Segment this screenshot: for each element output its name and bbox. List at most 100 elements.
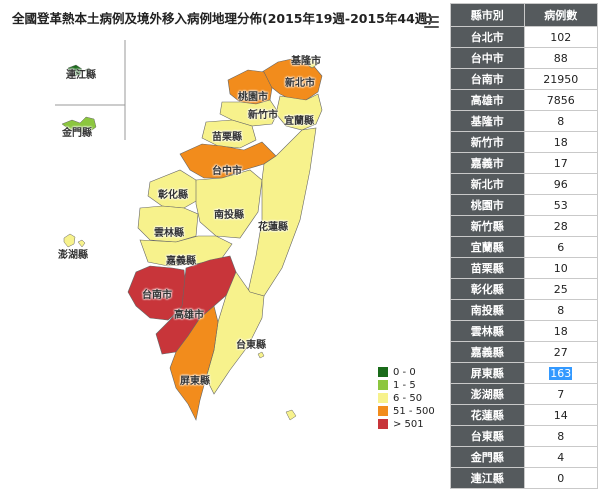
table-row: 台中市 88 — [450, 47, 598, 69]
taiwan-map: 連江縣 金門縣 基隆市 新北市 桃園市 新竹市 宜蘭縣 苗栗縣 台中市 彰化縣 … — [55, 40, 323, 421]
cases-cell: 8 — [523, 299, 598, 321]
label-yilan: 宜蘭縣 — [284, 116, 314, 127]
cases-cell: 4 — [523, 446, 598, 468]
cases-cell: 8 — [523, 110, 598, 132]
region-hsinchu[interactable] — [219, 99, 279, 127]
region-green-island[interactable] — [257, 351, 265, 359]
selected-value[interactable]: 163 — [549, 366, 573, 380]
label-penghu: 澎湖縣 — [58, 250, 88, 261]
cases-cell: 6 — [523, 236, 598, 258]
region-chiayi[interactable] — [139, 235, 233, 267]
cases-cell: 102 — [523, 26, 598, 48]
table-row: 花蓮縣 14 — [450, 404, 598, 426]
table-row: 嘉義縣 27 — [450, 341, 598, 363]
region-orchid-island[interactable] — [285, 409, 297, 421]
cases-cell: 7856 — [523, 89, 598, 111]
county-cell: 台北市 — [450, 26, 525, 48]
label-tainan: 台南市 — [142, 290, 172, 301]
region-new-taipei[interactable] — [261, 57, 323, 101]
label-changhua: 彰化縣 — [158, 190, 188, 201]
table-row: 台東縣 8 — [450, 425, 598, 447]
cases-cell: 27 — [523, 341, 598, 363]
cases-cell: 7 — [523, 383, 598, 405]
table-row: 連江縣 0 — [450, 467, 598, 489]
cases-cell: 96 — [523, 173, 598, 195]
menu-icon[interactable] — [424, 16, 439, 29]
label-miaoli: 苗栗縣 — [212, 132, 242, 143]
table-row: 嘉義市 17 — [450, 152, 598, 174]
region-yunlin[interactable] — [137, 205, 199, 243]
legend-item: 0 - 0 — [378, 366, 435, 378]
table-row: 台北市 102 — [450, 26, 598, 48]
region-changhua[interactable] — [147, 169, 199, 209]
label-new-taipei: 新北市 — [285, 78, 315, 89]
table-row: 雲林縣 18 — [450, 320, 598, 342]
county-cell: 高雄市 — [450, 89, 525, 111]
region-lienchiang[interactable] — [67, 64, 93, 77]
legend-item: > 501 — [378, 418, 435, 430]
county-cell: 彰化縣 — [450, 278, 525, 300]
county-cell: 金門縣 — [450, 446, 525, 468]
cases-cell: 28 — [523, 215, 598, 237]
label-taoyuan: 桃園市 — [238, 92, 268, 103]
table-row: 彰化縣 25 — [450, 278, 598, 300]
table-row: 南投縣 8 — [450, 299, 598, 321]
county-cell: 新竹縣 — [450, 215, 525, 237]
county-cell: 嘉義縣 — [450, 341, 525, 363]
table-row: 澎湖縣 7 — [450, 383, 598, 405]
region-nantou[interactable] — [195, 169, 263, 239]
cases-cell: 0 — [523, 467, 598, 489]
cases-cell: 8 — [523, 425, 598, 447]
region-pingtung[interactable] — [169, 305, 219, 421]
table-row: 新竹縣 28 — [450, 215, 598, 237]
cases-table: 縣市別 病例數 台北市 102 台中市 88 台南市 21950 高雄市 7856 基隆… — [450, 3, 598, 489]
table-row: 高雄市 7856 — [450, 89, 598, 111]
region-taitung[interactable] — [205, 271, 265, 395]
county-cell: 南投縣 — [450, 299, 525, 321]
county-cell: 花蓮縣 — [450, 404, 525, 426]
legend-swatch — [378, 367, 388, 377]
label-chiayi: 嘉義縣 — [166, 256, 196, 267]
label-hualien: 花蓮縣 — [258, 222, 288, 233]
map-legend: 0 - 0 1 - 5 6 - 50 51 - 500 > 501 — [378, 366, 435, 431]
table-row: 屏東縣 163 — [450, 362, 598, 384]
county-cell: 基隆市 — [450, 110, 525, 132]
region-miaoli[interactable] — [201, 119, 257, 149]
label-yunlin: 雲林縣 — [154, 228, 184, 239]
table-row: 台南市 21950 — [450, 68, 598, 90]
county-cell: 連江縣 — [450, 467, 525, 489]
cases-cell: 53 — [523, 194, 598, 216]
cases-cell: 18 — [523, 131, 598, 153]
county-cell: 台中市 — [450, 47, 525, 69]
table-row: 桃園市 53 — [450, 194, 598, 216]
region-penghu[interactable] — [63, 233, 86, 260]
header-county[interactable]: 縣市別 — [450, 3, 525, 27]
legend-label: 1 - 5 — [393, 379, 416, 391]
label-pingtung: 屏東縣 — [180, 376, 210, 387]
county-cell: 雲林縣 — [450, 320, 525, 342]
region-kinmen[interactable] — [61, 116, 97, 134]
cases-cell: 14 — [523, 404, 598, 426]
county-cell: 台南市 — [450, 68, 525, 90]
region-hualien[interactable] — [247, 127, 317, 297]
cases-cell: 17 — [523, 152, 598, 174]
table-row: 基隆市 8 — [450, 110, 598, 132]
county-cell: 嘉義市 — [450, 152, 525, 174]
region-keelung[interactable] — [303, 57, 319, 69]
header-cases[interactable]: 病例數 — [523, 3, 598, 27]
table-row: 新竹市 18 — [450, 131, 598, 153]
table-header-row: 縣市別 病例數 — [450, 3, 598, 27]
legend-item: 6 - 50 — [378, 392, 435, 404]
map-title: 全國登革熱本土病例及境外移入病例地理分佈(2015年19週-2015年44週) — [12, 11, 433, 26]
table-row: 宜蘭縣 6 — [450, 236, 598, 258]
cases-cell: 25 — [523, 278, 598, 300]
table-row: 金門縣 4 — [450, 446, 598, 468]
label-hsinchu: 新竹市 — [248, 110, 278, 121]
county-cell: 新北市 — [450, 173, 525, 195]
legend-swatch — [378, 380, 388, 390]
label-taichung: 台中市 — [212, 166, 242, 177]
county-cell: 宜蘭縣 — [450, 236, 525, 258]
cases-cell-selected[interactable]: 163 — [523, 362, 598, 384]
table-row: 新北市 96 — [450, 173, 598, 195]
region-yilan[interactable] — [275, 93, 323, 131]
